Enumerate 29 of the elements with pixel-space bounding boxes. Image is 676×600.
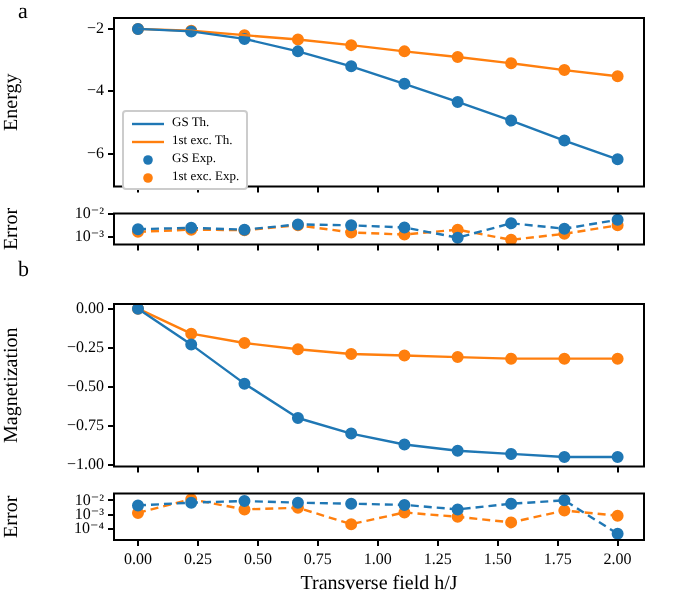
y-tick-label: −6 — [86, 143, 104, 162]
y-tick-label: 10⁻² — [74, 490, 106, 509]
y-tick-label: −0.25 — [66, 337, 104, 356]
x-tick-label: 1.00 — [363, 549, 392, 568]
x-tick-label: 1.75 — [543, 549, 572, 568]
y-tick-label: 10⁻² — [74, 203, 106, 222]
y-axis-title: Magnetization — [1, 327, 24, 443]
x-tick-label: 1.25 — [423, 549, 452, 568]
y-tick-label: −4 — [86, 81, 104, 100]
y-tick-label: −1.00 — [66, 455, 104, 474]
y-axis-title: Error — [1, 494, 24, 538]
x-tick-label: 0.00 — [123, 549, 152, 568]
y-tick-label: 10⁻³ — [74, 504, 106, 523]
y-tick-label: 10⁻⁴ — [73, 518, 105, 537]
y-tick-label: 10⁻³ — [74, 227, 106, 246]
x-axis-title: Transverse field h/J — [300, 573, 458, 596]
y-tick-label: 0.00 — [76, 298, 104, 317]
chart-title: b — [18, 258, 29, 282]
x-tick-label: 2.00 — [603, 549, 632, 568]
x-tick-label: 0.50 — [243, 549, 272, 568]
x-tick-label: 0.25 — [183, 549, 212, 568]
chart-title: a — [18, 0, 28, 24]
x-tick-label: 1.50 — [483, 549, 512, 568]
y-axis-title: Energy — [1, 73, 24, 131]
y-axis-title: Error — [1, 206, 24, 251]
y-tick-label: −0.50 — [66, 376, 104, 395]
y-tick-label: −0.75 — [66, 415, 104, 434]
y-tick-label: −2 — [86, 19, 104, 38]
x-tick-label: 0.75 — [303, 549, 332, 568]
